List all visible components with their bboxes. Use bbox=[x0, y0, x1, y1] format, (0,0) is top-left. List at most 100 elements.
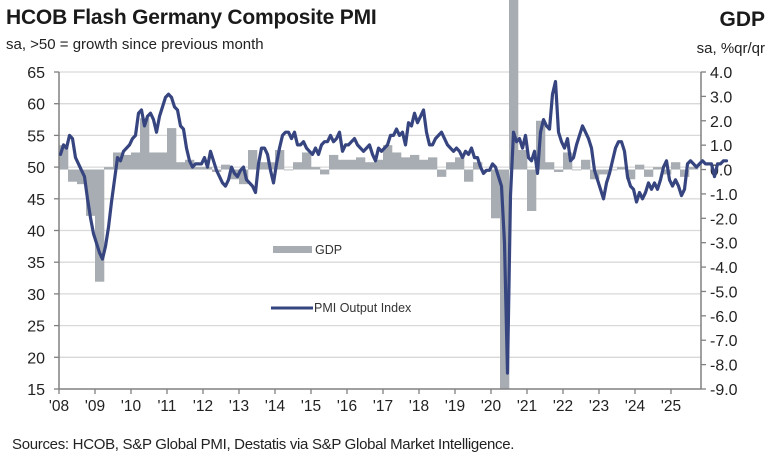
x-tick-label: '20 bbox=[481, 398, 502, 415]
right-axis-ticks: 4.03.02.01.00.0-1.0-2.0-3.0-4.0-5.0-6.0-… bbox=[701, 65, 738, 399]
right-axis-title: GDP bbox=[719, 8, 765, 31]
x-tick-label: '10 bbox=[121, 398, 142, 415]
gdp-bar bbox=[275, 150, 285, 170]
left-tick-label: 50 bbox=[27, 160, 45, 177]
gdp-bar bbox=[644, 169, 654, 177]
left-tick-label: 45 bbox=[27, 192, 45, 209]
gdp-bar bbox=[338, 159, 348, 170]
gdp-bar bbox=[410, 154, 420, 170]
legend-pmi-label: PMI Output Index bbox=[314, 301, 412, 315]
gdp-bar bbox=[59, 145, 69, 170]
gdp-bar bbox=[158, 152, 168, 170]
gdp-bar bbox=[572, 169, 582, 171]
left-tick-label: 20 bbox=[27, 350, 45, 367]
gdp-bar bbox=[95, 169, 105, 282]
right-axis-subtitle: sa, %qr/qr bbox=[696, 40, 765, 57]
right-tick-label: -8.0 bbox=[710, 358, 738, 375]
x-tick-label: '09 bbox=[85, 398, 105, 415]
gdp-bar bbox=[653, 167, 663, 170]
x-tick-label: '21 bbox=[517, 398, 537, 415]
gdp-bar bbox=[140, 118, 150, 170]
gdp-bar bbox=[437, 169, 447, 177]
right-tick-label: -6.0 bbox=[710, 309, 738, 326]
x-tick-label: '19 bbox=[445, 398, 465, 415]
x-tick-label: '12 bbox=[193, 398, 213, 415]
gdp-bar bbox=[671, 162, 681, 170]
left-tick-label: 30 bbox=[27, 287, 45, 304]
x-axis-ticks: '08 '09 '10 '11 '12 '13 '14 '15 '16 '17 '18 '19 '20 '… bbox=[49, 389, 681, 415]
gdp-bar bbox=[284, 169, 294, 171]
left-tick-label: 25 bbox=[27, 319, 45, 336]
gdp-bar bbox=[176, 162, 186, 170]
right-tick-label: -3.0 bbox=[710, 236, 738, 253]
gdp-bar bbox=[293, 162, 303, 170]
gdp-bar bbox=[320, 169, 330, 175]
x-tick-label: '11 bbox=[157, 398, 176, 415]
gdp-bar bbox=[545, 162, 555, 170]
gdp-bar bbox=[122, 154, 132, 170]
right-tick-label: -1.0 bbox=[710, 187, 738, 204]
left-axis-ticks: 65 60 55 50 45 40 35 30 25 20 15 bbox=[27, 65, 59, 399]
x-tick-label: '22 bbox=[553, 398, 573, 415]
gdp-bar bbox=[221, 164, 231, 170]
gdp-bar bbox=[617, 167, 627, 170]
right-tick-label: 1.0 bbox=[710, 138, 732, 155]
gdp-bar bbox=[302, 152, 312, 170]
gdp-bar bbox=[77, 169, 87, 185]
gdp-bar bbox=[401, 157, 411, 170]
gdp-bar bbox=[464, 169, 474, 182]
gdp-bar bbox=[428, 157, 438, 170]
right-tick-label: -5.0 bbox=[710, 284, 738, 301]
left-tick-label: 60 bbox=[27, 97, 45, 114]
x-tick-label: '16 bbox=[337, 398, 357, 415]
gdp-bar bbox=[68, 169, 78, 182]
gdp-bar bbox=[86, 169, 96, 216]
x-tick-label: '18 bbox=[409, 398, 429, 415]
right-tick-label: 2.0 bbox=[710, 114, 732, 131]
gdp-bar bbox=[383, 145, 393, 170]
gdp-bar bbox=[446, 162, 456, 170]
left-tick-label: 35 bbox=[27, 255, 45, 272]
pmi-output-index-line bbox=[58, 79, 729, 375]
x-tick-label: '24 bbox=[625, 398, 646, 415]
chart-subtitle: sa, >50 = growth since previous month bbox=[6, 36, 264, 53]
gdp-bar bbox=[311, 167, 321, 170]
gdp-bar bbox=[104, 167, 114, 170]
gdp-bar bbox=[689, 167, 699, 170]
gdp-bar bbox=[455, 157, 465, 170]
gdp-bar bbox=[626, 169, 636, 180]
gdp-bar bbox=[509, 0, 519, 170]
gdp-bar bbox=[131, 152, 141, 170]
gdp-bar bbox=[554, 169, 564, 172]
gdp-bar bbox=[680, 169, 690, 177]
gdp-bar bbox=[248, 150, 258, 170]
source-note: Sources: HCOB, S&P Global PMI, Destatis … bbox=[12, 436, 515, 453]
gdp-bar bbox=[149, 152, 159, 170]
right-tick-label: -4.0 bbox=[710, 260, 738, 277]
legend-gdp-swatch bbox=[273, 246, 312, 253]
gdp-bar bbox=[392, 152, 402, 170]
x-tick-label: '13 bbox=[229, 398, 249, 415]
gdp-bar bbox=[518, 150, 528, 170]
gdp-bar bbox=[356, 157, 366, 170]
gdp-bar bbox=[329, 154, 339, 170]
pmi-line-layer bbox=[58, 79, 729, 375]
gdp-bar bbox=[635, 164, 645, 170]
right-tick-label: -2.0 bbox=[710, 211, 738, 228]
gdp-bar bbox=[347, 159, 357, 170]
gdp-bar bbox=[581, 159, 591, 170]
left-tick-label: 40 bbox=[27, 224, 45, 241]
x-tick-label: '25 bbox=[661, 398, 681, 415]
gdp-bar bbox=[167, 128, 177, 170]
gdp-bar bbox=[365, 162, 375, 170]
gdp-bar bbox=[599, 169, 609, 175]
left-tick-label: 15 bbox=[27, 382, 45, 399]
right-tick-label: 3.0 bbox=[710, 89, 732, 106]
legend-gdp-label: GDP bbox=[315, 243, 342, 257]
gdp-bar bbox=[239, 169, 249, 185]
chart-title: HCOB Flash Germany Composite PMI bbox=[6, 6, 377, 29]
gdp-bar bbox=[194, 167, 204, 170]
gdp-bar bbox=[473, 162, 483, 170]
left-tick-label: 55 bbox=[27, 128, 45, 145]
